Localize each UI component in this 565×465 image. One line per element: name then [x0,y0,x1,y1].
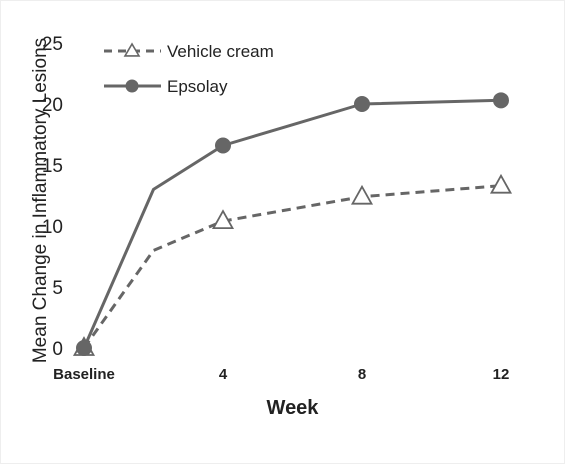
data-point-triangle [350,184,374,205]
x-tick-label: 12 [493,366,510,383]
series-markers [72,92,513,356]
legend-item-epsolay: Epsolay [104,77,228,96]
data-point-circle [76,340,92,356]
x-axis-title: Week [267,397,320,419]
series-lines [82,98,502,349]
y-tick-label: 15 [42,156,63,177]
x-tick-label: 8 [358,366,366,383]
x-tick-label: 4 [219,366,228,383]
data-point-circle [354,96,370,112]
series-line-epsolay [82,98,502,349]
y-tick-labels: 0 5 10 15 20 25 [42,34,63,360]
y-tick-label: 5 [52,278,63,299]
y-axis-title-group: Mean Change in Inflammatory Lesions [30,38,51,363]
y-tick-label: 25 [42,34,63,55]
y-tick-label: 0 [52,339,63,360]
series-line-vehicle-cream [82,184,502,349]
data-point-circle [215,137,231,154]
data-point-triangle [211,209,235,230]
data-point-triangle [489,173,513,194]
data-point-circle [493,92,509,109]
y-tick-label: 10 [42,217,63,238]
y-tick-label: 20 [42,95,63,116]
x-tick-label: Baseline [53,366,115,383]
legend-item-vehicle-cream: Vehicle cream [104,42,274,61]
legend-marker-circle [125,79,139,93]
legend-marker-triangle [123,42,141,57]
y-axis-title: Mean Change in Inflammatory Lesions [30,38,51,363]
legend-label-vehicle-cream: Vehicle cream [167,42,274,61]
x-tick-labels: Baseline 4 8 12 [53,366,509,383]
legend-label-epsolay: Epsolay [167,77,228,96]
legend: Vehicle cream Epsolay [104,42,274,96]
